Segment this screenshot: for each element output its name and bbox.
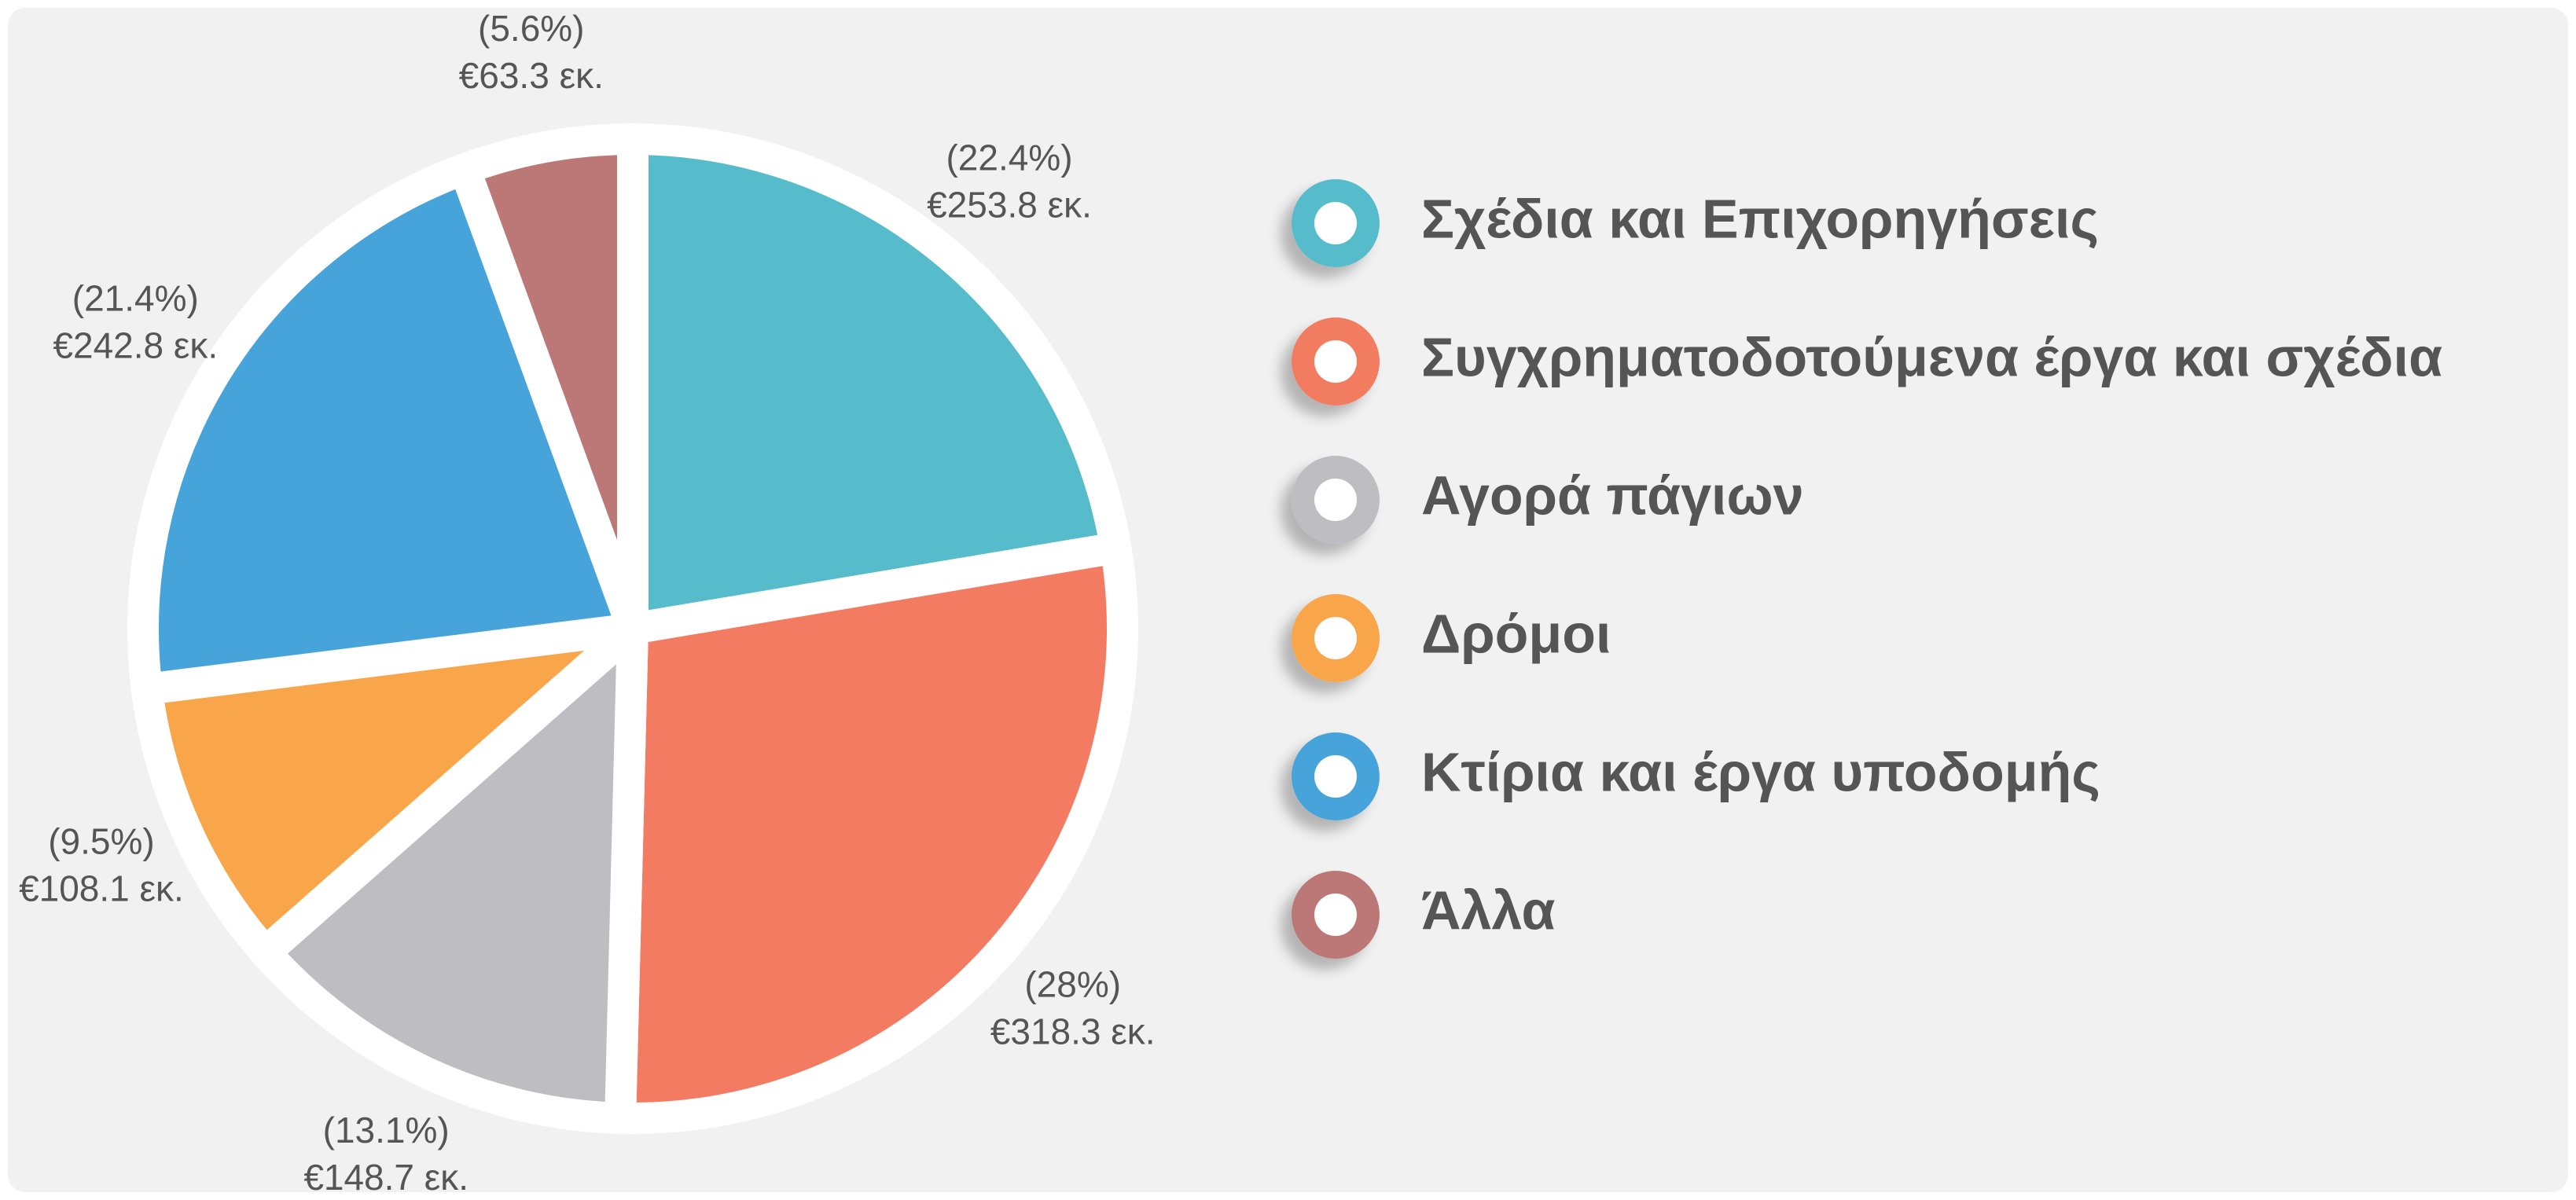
legend-label: Δρόμοι xyxy=(1421,603,1611,664)
percentage-label: (22.4%) xyxy=(946,137,1072,178)
value-label: €253.8 εκ. xyxy=(927,184,1092,225)
pie-slice xyxy=(449,123,649,644)
legend-label: Άλλα xyxy=(1421,879,1556,941)
legend-marker-hole xyxy=(1314,479,1357,521)
legend-marker-hole xyxy=(1314,617,1357,659)
legend-label: Σχέδια και Επιχορηγήσεις xyxy=(1421,188,2099,249)
pie-slice xyxy=(604,532,1139,1134)
pie-slice xyxy=(130,613,649,968)
legend-marker-hole xyxy=(1314,202,1357,244)
value-label: €148.7 εκ. xyxy=(303,1157,469,1198)
legend-label: Αγορά πάγιων xyxy=(1421,464,1804,526)
value-label: €318.3 εκ. xyxy=(990,1011,1156,1051)
value-label: €108.1 εκ. xyxy=(19,868,184,908)
legend-marker-hole xyxy=(1314,894,1357,936)
percentage-label: (28%) xyxy=(1024,963,1121,1004)
value-label: €242.8 εκ. xyxy=(53,325,218,366)
legend-label: Συγχρηματοδοτούμενα έργα και σχέδια xyxy=(1421,326,2442,387)
percentage-label: (9.5%) xyxy=(48,820,154,861)
pie-slice xyxy=(249,613,649,1134)
percentage-label: (21.4%) xyxy=(72,278,199,319)
pie-slice xyxy=(617,123,1132,644)
percentage-label: (5.6%) xyxy=(478,8,584,49)
percentage-label: (13.1%) xyxy=(323,1110,450,1150)
legend-marker-hole xyxy=(1314,755,1357,798)
legend-label: Κτίρια και έργα υποδομής xyxy=(1421,741,2100,802)
value-label: €63.3 εκ. xyxy=(459,55,604,96)
legend-marker-hole xyxy=(1314,340,1357,383)
